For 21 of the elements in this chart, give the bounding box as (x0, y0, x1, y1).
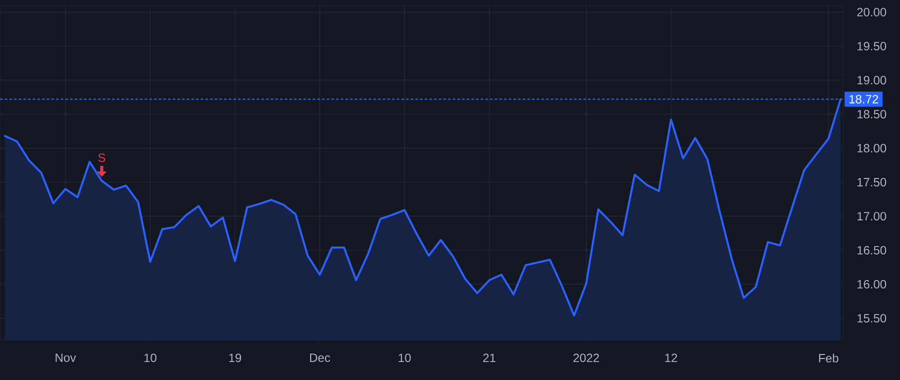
y-tick-label: 18.00 (858, 144, 886, 152)
x-tick-label: 10 (144, 354, 156, 362)
y-tick-label: 19.50 (858, 42, 886, 50)
x-tick-label: Nov (56, 354, 76, 362)
x-tick-label: Feb (819, 354, 838, 362)
x-tick-label: Dec (310, 354, 330, 362)
y-tick-label: 16.50 (858, 246, 886, 254)
y-tick-label: 20.00 (857, 8, 886, 16)
y-tick-label: 17.00 (858, 212, 886, 220)
x-tick-label: 2022 (573, 354, 599, 362)
y-tick-label: 18.50 (858, 110, 886, 118)
y-tick-label: 17.50 (858, 178, 886, 186)
x-tick-label: 19 (229, 354, 242, 362)
x-tick-label: 12 (665, 354, 678, 362)
y-tick-label: 16.00 (858, 280, 886, 288)
annotation: S (98, 153, 106, 162)
y-tick-label: 15.50 (858, 314, 886, 322)
ref-line-label: 18.72 (850, 94, 878, 104)
x-tick-label: 10 (398, 354, 411, 362)
y-tick-label: 19.00 (858, 76, 886, 84)
x-tick-label: 21 (483, 354, 496, 362)
